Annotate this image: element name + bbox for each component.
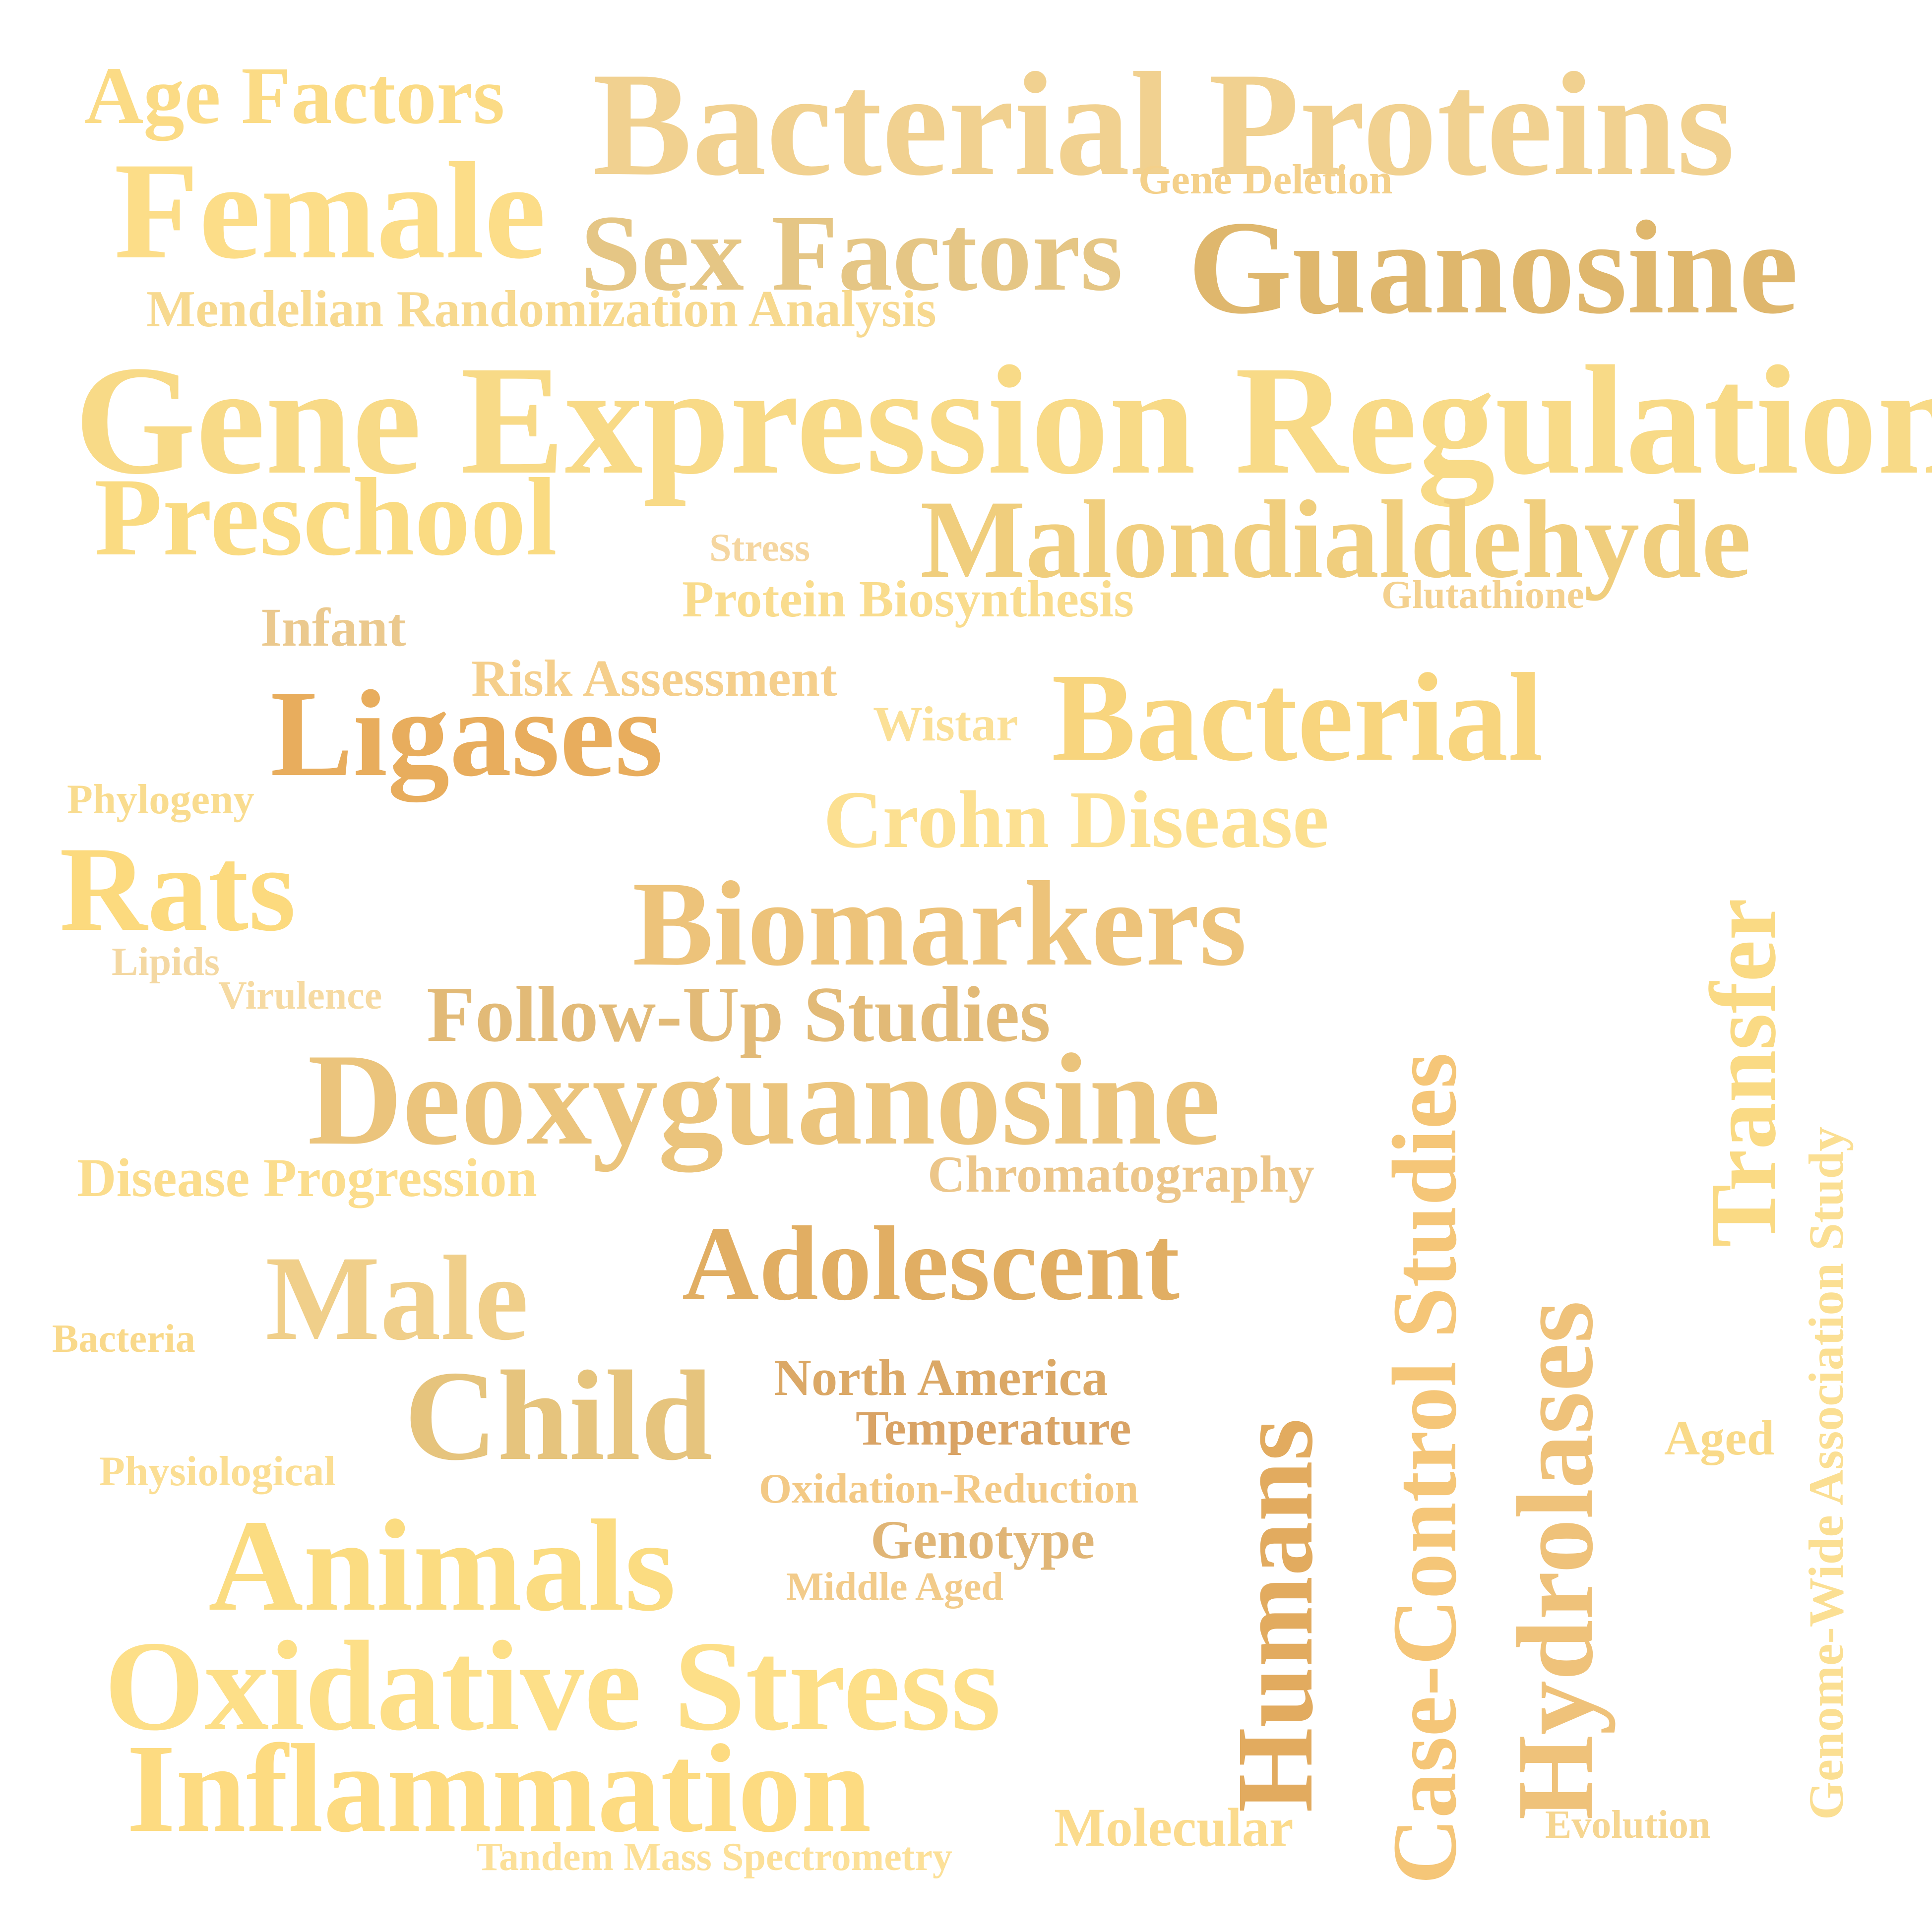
word-physiological: Physiological bbox=[99, 1448, 336, 1495]
word-deoxyguanosine: Deoxyguanosine bbox=[308, 1027, 1221, 1172]
word-disease-progression: Disease Progression bbox=[77, 1147, 537, 1208]
word-wistar: Wistar bbox=[873, 696, 1018, 751]
word-north-america: North America bbox=[774, 1348, 1108, 1406]
word-genotype: Genotype bbox=[871, 1509, 1095, 1570]
word-middle-aged: Middle Aged bbox=[786, 1565, 1003, 1609]
word-guanosine: Guanosine bbox=[1188, 193, 1799, 342]
word-tandem-mass-spectrometry: Tandem Mass Spectrometry bbox=[476, 1835, 952, 1879]
word-glutathione: Glutathione bbox=[1381, 573, 1584, 617]
word-phylogeny: Phylogeny bbox=[67, 776, 254, 823]
word-temperature: Temperature bbox=[856, 1400, 1131, 1455]
word-inflammation: Inflammation bbox=[126, 1719, 872, 1859]
word-female: Female bbox=[114, 133, 546, 288]
word-hydrolases: Hydrolases bbox=[1495, 1300, 1616, 1820]
word-gene-deletion: Gene Deletion bbox=[1138, 156, 1393, 203]
word-chromatography: Chromatography bbox=[928, 1145, 1314, 1203]
word-infant: Infant bbox=[260, 597, 406, 658]
word-molecular: Molecular bbox=[1054, 1797, 1294, 1858]
word-case-control-studies: Case-Control Studies bbox=[1374, 1052, 1476, 1884]
word-aged: Aged bbox=[1664, 1410, 1775, 1465]
word-sex-factors: Sex Factors bbox=[580, 192, 1123, 313]
word-lipids: Lipids bbox=[112, 940, 220, 984]
word-malondialdehyde: Malondialdehyde bbox=[920, 477, 1751, 601]
word-animals: Animals bbox=[208, 1493, 676, 1638]
word-oxidation-reduction: Oxidation-Reduction bbox=[759, 1465, 1139, 1512]
word-bacteria: Bacteria bbox=[52, 1317, 195, 1361]
word-biomarkers: Biomarkers bbox=[632, 856, 1247, 991]
word-humans: Humans bbox=[1214, 1418, 1335, 1812]
word-male: Male bbox=[265, 1231, 529, 1365]
word-adolescent: Adolescent bbox=[682, 1204, 1180, 1323]
word-bacterial: Bacterial bbox=[1052, 648, 1544, 787]
word-mendelian-randomization-analysis: Mendelian Randomization Analysis bbox=[146, 280, 936, 338]
word-virulence: Virulence bbox=[218, 974, 382, 1018]
word-stress: Stress bbox=[709, 526, 810, 570]
word-transfer: Transfer bbox=[1691, 898, 1796, 1247]
word-gene-expression-regulation: Gene Expression Regulation bbox=[74, 334, 1932, 507]
word-bacterial-proteins: Bacterial Proteins bbox=[593, 42, 1735, 206]
word-genome-wide-association-study: Genome-Wide Association Study bbox=[1799, 1126, 1854, 1820]
word-age-factors: Age Factors bbox=[84, 50, 505, 141]
word-preschool: Preschool bbox=[94, 455, 558, 579]
word-risk-assessment: Risk Assessment bbox=[471, 649, 838, 707]
word-oxidative-stress: Oxidative Stress bbox=[104, 1615, 1001, 1757]
word-crohn-disease: Crohn Disease bbox=[823, 774, 1329, 865]
word-protein-biosynthesis: Protein Biosynthesis bbox=[682, 570, 1134, 628]
word-evolution: Evolution bbox=[1545, 1803, 1711, 1847]
word-rats: Rats bbox=[60, 822, 296, 956]
word-ligases: Ligases bbox=[270, 665, 663, 802]
word-follow-up-studies: Follow-Up Studies bbox=[427, 970, 1051, 1058]
word-child: Child bbox=[404, 1344, 713, 1487]
